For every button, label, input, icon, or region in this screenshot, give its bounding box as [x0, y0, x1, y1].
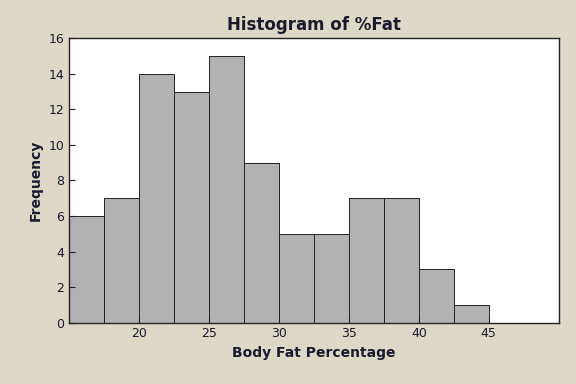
Bar: [279, 234, 314, 323]
Title: Histogram of %Fat: Histogram of %Fat: [227, 16, 401, 34]
Bar: [244, 163, 279, 323]
Bar: [69, 216, 104, 323]
Bar: [384, 198, 419, 323]
Bar: [419, 269, 454, 323]
Y-axis label: Frequency: Frequency: [29, 140, 43, 221]
Bar: [174, 92, 209, 323]
X-axis label: Body Fat Percentage: Body Fat Percentage: [232, 346, 396, 360]
Bar: [454, 305, 489, 323]
Bar: [349, 198, 384, 323]
Bar: [139, 74, 174, 323]
Bar: [104, 198, 139, 323]
Bar: [209, 56, 244, 323]
Bar: [314, 234, 349, 323]
